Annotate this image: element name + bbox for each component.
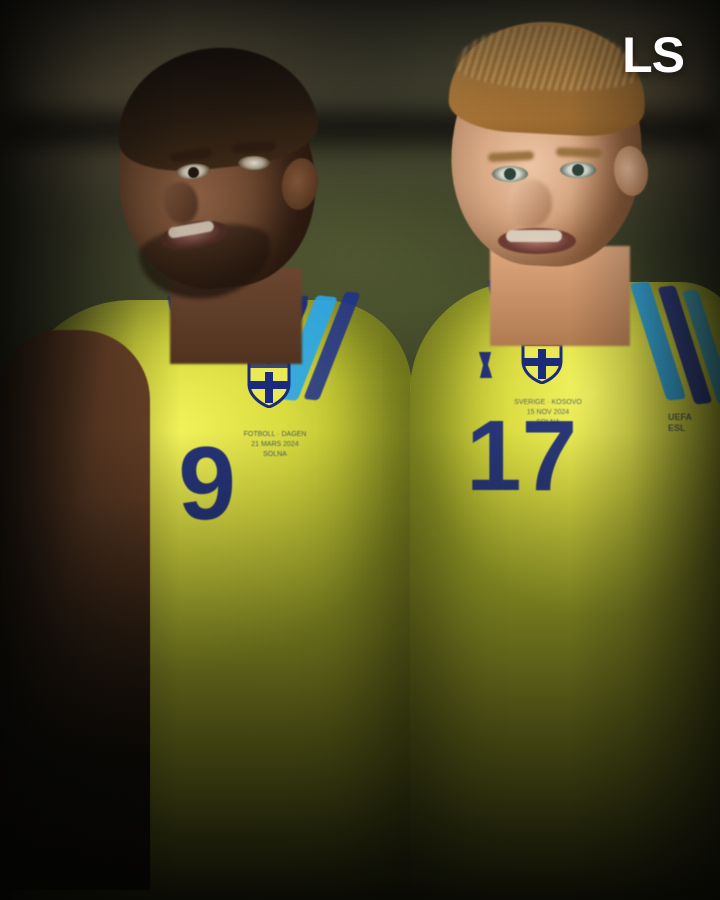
left-jersey-sweden-crest [246, 352, 292, 409]
right-jersey-brand-mark [470, 352, 500, 378]
right-player-pupil-left [504, 168, 516, 180]
standings-table: TEAM MP GD PTS 1 SWITZERLAND 4 9 10 2 [0, 575, 720, 875]
left-player-eye-right [238, 156, 270, 170]
livescore-logo: LS [622, 27, 685, 83]
right-jersey-print: SVERIGE · KOSOVO 15 NOV 2024 SOLNA [514, 399, 582, 426]
right-player-nose [508, 180, 552, 228]
bottom-vignette [0, 430, 720, 900]
right-player-teeth [506, 230, 562, 242]
left-player-pupil-left [188, 167, 199, 178]
